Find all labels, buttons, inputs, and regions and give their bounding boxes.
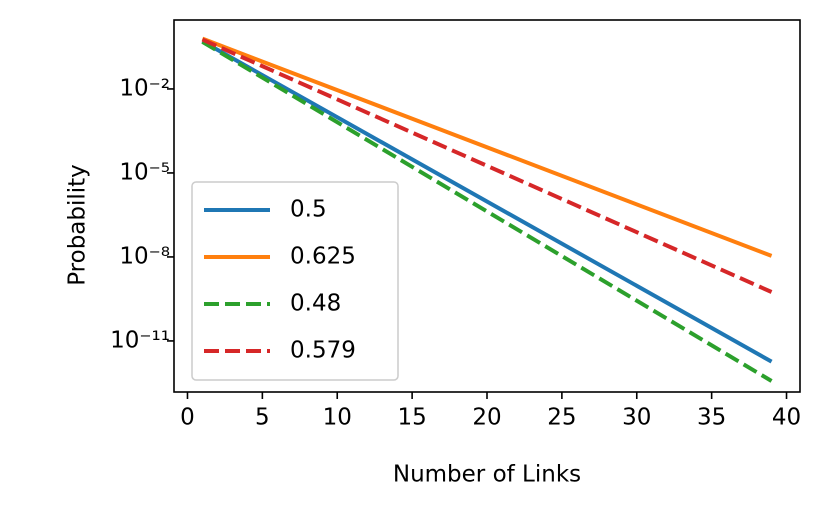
legend-label: 0.5 (290, 197, 327, 223)
x-tick-label: 0 (180, 405, 195, 431)
legend-label: 0.625 (290, 244, 356, 270)
x-axis-label: Number of Links (393, 462, 581, 488)
x-tick-label: 10 (323, 405, 352, 431)
y-tick-label: 10⁻⁸ (119, 243, 170, 269)
x-tick-label: 25 (547, 405, 576, 431)
y-tick-label: 10⁻² (119, 75, 170, 101)
line-series (201, 40, 773, 383)
legend-box (191, 181, 399, 381)
y-axis-label: Probability (65, 164, 91, 286)
y-tick-label: 10⁻⁵ (119, 159, 170, 185)
x-tick-label: 20 (472, 405, 501, 431)
plot-frame (173, 19, 801, 393)
line-series (201, 36, 773, 258)
x-tick-label: 5 (255, 405, 270, 431)
line-series (201, 37, 773, 294)
x-tick-label: 15 (397, 405, 426, 431)
line-series (201, 39, 773, 364)
x-tick-label: 35 (697, 405, 726, 431)
x-tick-label: 40 (772, 405, 801, 431)
legend-label: 0.579 (290, 338, 356, 364)
legend-label: 0.48 (290, 291, 341, 317)
y-tick-label: 10⁻¹¹ (110, 327, 170, 353)
x-tick-label: 30 (622, 405, 651, 431)
